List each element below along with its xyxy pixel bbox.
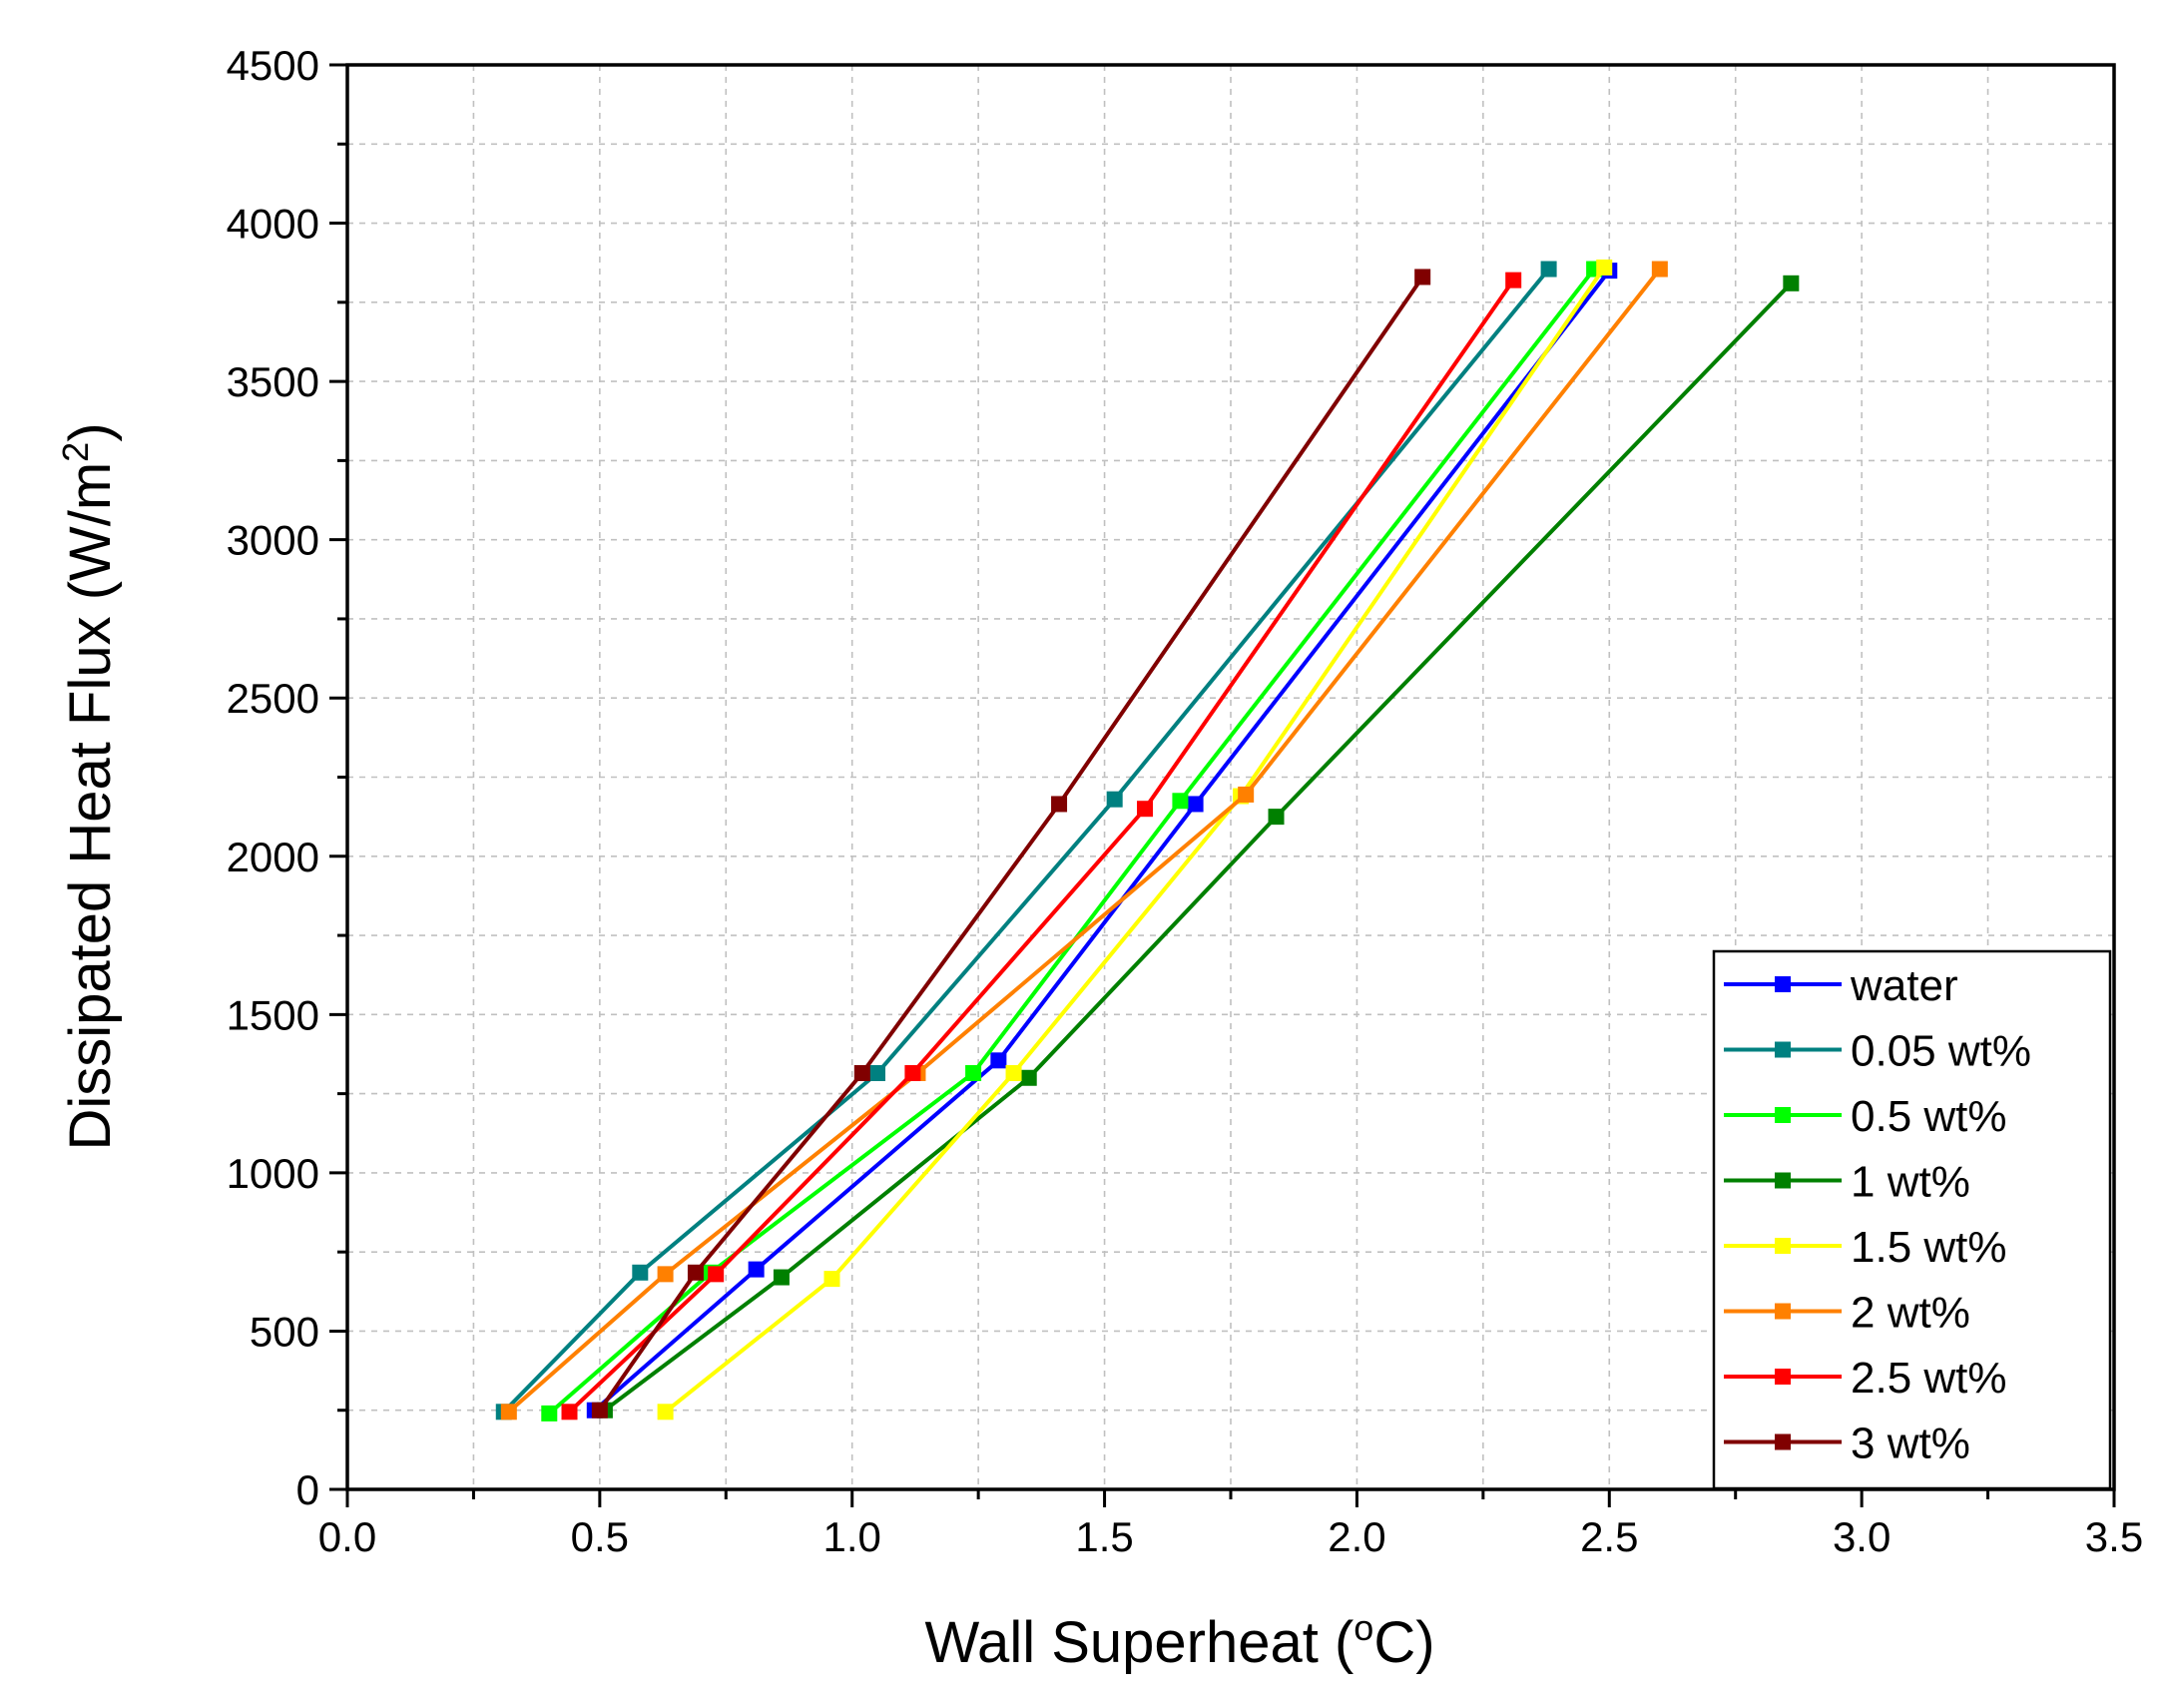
legend-swatch-marker bbox=[1775, 1433, 1791, 1450]
legend-item: 1.5 wt% bbox=[1724, 1223, 2007, 1272]
legend-item: 2 wt% bbox=[1724, 1289, 1970, 1338]
data-point bbox=[1540, 261, 1557, 278]
y-axis-title: Dissipated Heat Flux (W/m2) bbox=[55, 422, 123, 1150]
y-tick-label: 2000 bbox=[227, 834, 319, 880]
x-axis-title-unit: C) bbox=[1373, 1610, 1434, 1675]
data-point bbox=[1137, 801, 1154, 818]
data-point bbox=[1505, 272, 1522, 288]
x-tick-label: 3.5 bbox=[2085, 1513, 2143, 1560]
data-point bbox=[748, 1261, 765, 1278]
data-point bbox=[853, 1064, 870, 1081]
x-tick-label: 2.0 bbox=[1328, 1513, 1385, 1560]
y-axis-title-text: Dissipated Heat Flux (W/m bbox=[58, 462, 123, 1151]
data-point bbox=[773, 1269, 790, 1286]
axes: 0.0 0.5 1.0 1.5 2.0 2.5 3.0 3.5 0 500 1000 1500 2000… bbox=[227, 42, 2144, 1560]
data-point bbox=[1187, 796, 1204, 813]
y-tick-label: 3000 bbox=[227, 517, 319, 564]
data-point bbox=[1051, 796, 1068, 813]
data-point bbox=[561, 1404, 578, 1421]
data-point bbox=[990, 1052, 1007, 1069]
data-point bbox=[591, 1402, 608, 1419]
y-tick-label: 1500 bbox=[227, 991, 319, 1038]
y-tick-label: 4500 bbox=[227, 42, 319, 89]
x-tick-label: 0.0 bbox=[318, 1513, 376, 1560]
y-tick-label: 1000 bbox=[227, 1150, 319, 1197]
data-point bbox=[657, 1266, 674, 1283]
legend-item: 2.5 wt% bbox=[1724, 1354, 2007, 1403]
series-0-5-wt bbox=[541, 261, 1603, 1422]
legend-swatch-marker bbox=[1775, 976, 1791, 992]
data-point bbox=[1106, 791, 1123, 808]
legend-label: 2 wt% bbox=[1851, 1289, 1970, 1338]
legend-label: 0.5 wt% bbox=[1851, 1092, 2007, 1141]
legend-label: 0.05 wt% bbox=[1851, 1027, 2031, 1076]
legend-label: 1.5 wt% bbox=[1851, 1223, 2007, 1272]
series-group bbox=[495, 259, 1800, 1422]
data-point bbox=[869, 1064, 885, 1081]
legend-swatch-marker bbox=[1775, 1238, 1791, 1254]
series-1-wt bbox=[596, 275, 1800, 1419]
legend-item: 0.5 wt% bbox=[1724, 1092, 2007, 1141]
data-point bbox=[1651, 261, 1668, 278]
y-axis-title-superscript: 2 bbox=[55, 442, 96, 462]
legend-label: 2.5 wt% bbox=[1851, 1354, 2007, 1403]
legend-label: 1 wt% bbox=[1851, 1158, 1970, 1207]
legend-swatch-marker bbox=[1775, 1172, 1791, 1189]
y-tick-label: 4000 bbox=[227, 201, 319, 248]
data-point bbox=[1783, 275, 1800, 291]
legend-item: 3 wt% bbox=[1724, 1420, 1970, 1468]
series-2-5-wt bbox=[561, 272, 1522, 1421]
legend-swatch-marker bbox=[1775, 1303, 1791, 1320]
legend-label: water bbox=[1850, 961, 1958, 1010]
y-tick-label: 3500 bbox=[227, 358, 319, 405]
x-axis-title: Wall Superheat (oC) bbox=[924, 1607, 1434, 1675]
data-point bbox=[1596, 259, 1613, 276]
legend-swatch-marker bbox=[1775, 1041, 1791, 1058]
data-point bbox=[823, 1271, 840, 1288]
legend-item: 0.05 wt% bbox=[1724, 1027, 2031, 1076]
x-tick-label: 2.5 bbox=[1580, 1513, 1638, 1560]
legend-item: 1 wt% bbox=[1724, 1158, 1970, 1207]
x-tick-label: 1.5 bbox=[1075, 1513, 1133, 1560]
legend: water 0.05 wt% 0.5 wt% 1 wt% 1.5 wt% 2 wt% 2.5… bbox=[1712, 949, 2112, 1490]
plot-frame bbox=[345, 63, 2116, 1491]
x-axis-title-text: Wall Superheat ( bbox=[924, 1610, 1353, 1675]
x-tick-label: 0.5 bbox=[571, 1513, 629, 1560]
data-point bbox=[1172, 793, 1189, 810]
data-point bbox=[657, 1404, 674, 1421]
series-3-wt bbox=[591, 269, 1431, 1419]
legend-swatch-marker bbox=[1775, 1107, 1791, 1123]
legend-item: water bbox=[1724, 961, 1958, 1010]
data-point bbox=[632, 1264, 649, 1281]
legend-label: 3 wt% bbox=[1851, 1420, 1970, 1468]
data-point bbox=[1005, 1064, 1022, 1081]
data-point bbox=[541, 1405, 558, 1422]
x-tick-label: 1.0 bbox=[823, 1513, 881, 1560]
y-tick-label: 2500 bbox=[227, 675, 319, 722]
data-point bbox=[708, 1266, 725, 1283]
data-point bbox=[1238, 786, 1255, 803]
data-point bbox=[1020, 1069, 1037, 1086]
data-point bbox=[965, 1064, 982, 1081]
data-point bbox=[687, 1264, 704, 1281]
data-point bbox=[500, 1404, 517, 1421]
plot-border bbox=[345, 63, 2116, 1491]
y-tick-label: 500 bbox=[250, 1308, 319, 1355]
y-axis-title-end: ) bbox=[58, 422, 123, 441]
legend-swatch-marker bbox=[1775, 1369, 1791, 1385]
legend-box bbox=[1712, 949, 2112, 1490]
data-point bbox=[1414, 269, 1431, 285]
y-tick-label: 0 bbox=[296, 1466, 319, 1513]
data-point bbox=[1268, 809, 1285, 826]
data-point bbox=[904, 1064, 921, 1081]
x-axis-title-superscript: o bbox=[1353, 1607, 1373, 1648]
x-tick-label: 3.0 bbox=[1833, 1513, 1891, 1560]
